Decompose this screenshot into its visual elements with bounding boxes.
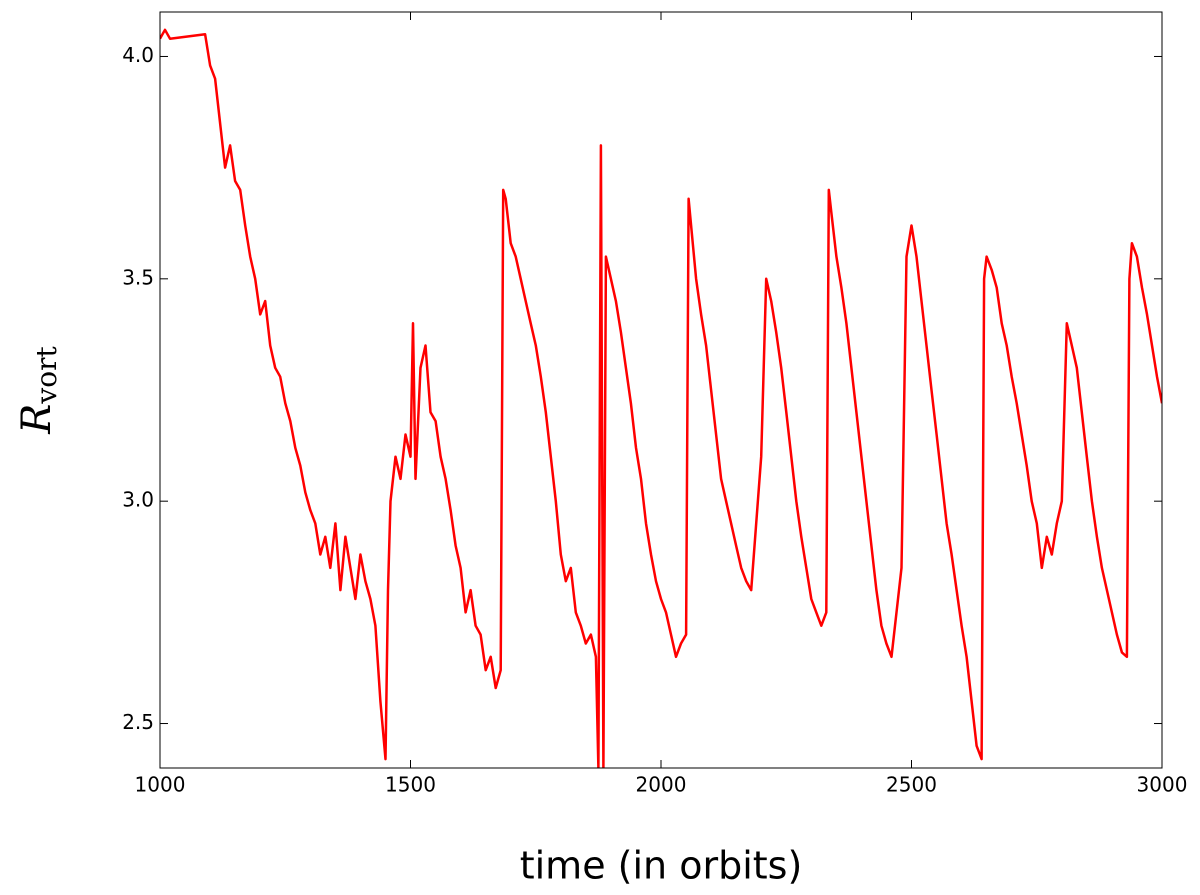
y-tick-label: 3.5 bbox=[122, 265, 154, 289]
y-tick-label: 4.0 bbox=[122, 43, 154, 67]
y-tick-label: 3.0 bbox=[122, 488, 154, 512]
x-tick-label: 2000 bbox=[636, 773, 687, 797]
x-tick-label: 3000 bbox=[1137, 773, 1188, 797]
y-axis-label: Rvort bbox=[14, 346, 63, 435]
axes-frame bbox=[159, 11, 1163, 769]
x-axis-label: time (in orbits) bbox=[520, 844, 803, 888]
y-tick-label: 2.5 bbox=[122, 710, 154, 734]
y-axis-label-subscript: vort bbox=[30, 346, 63, 405]
y-axis-label-main: R bbox=[14, 404, 60, 435]
x-tick-label: 1500 bbox=[385, 773, 436, 797]
plot-area bbox=[160, 28, 1162, 768]
x-tick-label: 1000 bbox=[135, 773, 186, 797]
data-line bbox=[160, 28, 1162, 768]
x-tick-label: 2500 bbox=[886, 773, 937, 797]
